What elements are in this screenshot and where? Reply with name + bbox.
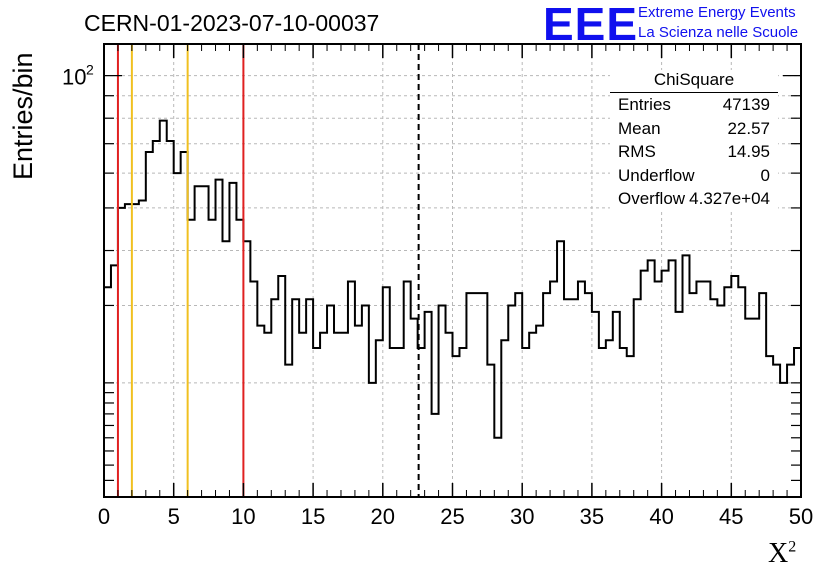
stats-row: Overflow 4.327e+04 — [610, 187, 778, 211]
stats-label: Mean — [618, 118, 661, 138]
x-tick-label: 15 — [301, 504, 325, 529]
logo-line-2: La Scienza nelle Scuole — [638, 24, 799, 41]
stats-value: 47139 — [722, 95, 770, 114]
stats-label: RMS — [618, 142, 656, 161]
x-tick-label: 35 — [580, 504, 604, 529]
histogram-layer — [104, 119, 801, 439]
x-tick-label: 25 — [440, 504, 464, 529]
stats-value: 0 — [760, 165, 770, 185]
x-tick-label: 20 — [371, 504, 395, 529]
stats-value: 22.57 — [727, 118, 770, 138]
eee-logo: EEE — [543, 0, 639, 50]
stats-value: 14.95 — [727, 142, 770, 161]
x-tick-label: 45 — [719, 504, 743, 529]
run-title: CERN-01-2023-07-10-00037 — [84, 10, 380, 36]
x-axis-label: X2 — [768, 538, 796, 570]
x-tick-label: 0 — [98, 504, 110, 529]
x-tick-label: 5 — [168, 504, 180, 529]
stats-row: Entries 47139 — [610, 93, 778, 117]
x-tick-label: 10 — [231, 504, 255, 529]
stats-row: Mean 22.57 — [610, 117, 778, 141]
stats-title: ChiSquare — [610, 70, 778, 93]
x-tick-label: 40 — [649, 504, 673, 529]
x-tick-label: 50 — [789, 504, 813, 529]
stats-row: Underflow 0 — [610, 164, 778, 188]
x-axis-label-base: X — [768, 538, 789, 569]
y-tick-label-exponent: 2 — [86, 62, 94, 78]
y-tick-label: 10 — [62, 65, 86, 90]
stats-label: Underflow — [618, 165, 695, 185]
grid-layer — [104, 44, 801, 497]
stats-label: Entries — [618, 95, 671, 114]
marker-layer — [116, 44, 420, 497]
x-tick-label: 30 — [510, 504, 534, 529]
histogram-outline — [104, 119, 801, 439]
stats-row: RMS 14.95 — [610, 140, 778, 164]
stats-value: 4.327e+04 — [689, 189, 770, 208]
logo-line-1: Extreme Energy Events — [638, 4, 796, 21]
x-axis-label-superscript: 2 — [788, 538, 797, 556]
stats-label: Overflow — [618, 189, 686, 208]
y-axis-label: Entries/bin — [8, 52, 38, 180]
stats-box: ChiSquare Entries 47139 Mean 22.57 RMS 14.9… — [610, 70, 778, 211]
